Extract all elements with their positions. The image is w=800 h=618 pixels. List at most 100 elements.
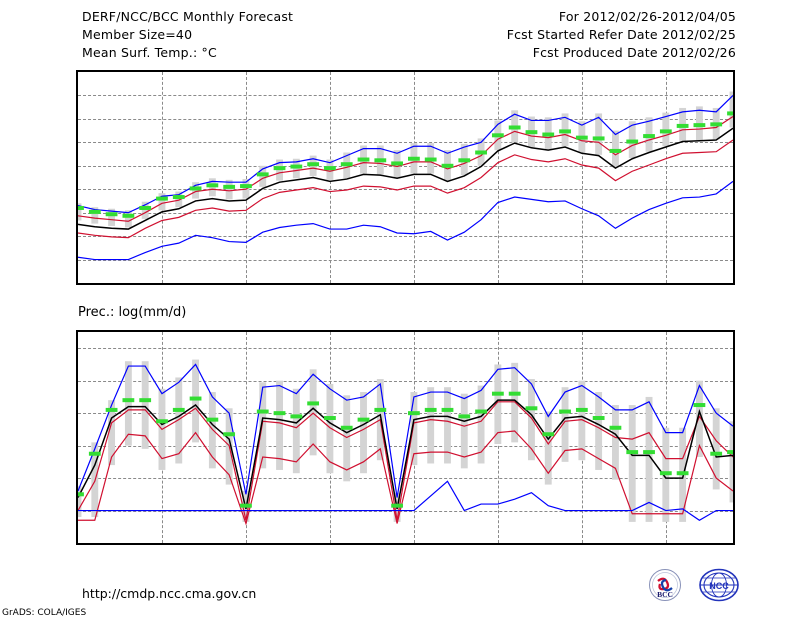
median-tick [88, 451, 101, 456]
median-tick [592, 136, 605, 141]
median-tick [693, 123, 706, 128]
box-bar [427, 387, 435, 464]
median-tick [424, 157, 437, 162]
median-tick [374, 407, 387, 412]
x-axis-tick-mark [699, 543, 700, 545]
x-axis-tick-mark [347, 283, 348, 285]
x-axis-tick-mark [431, 283, 432, 285]
median-tick [424, 407, 437, 412]
x-axis-tick-mark [464, 283, 465, 285]
median-group [78, 391, 733, 508]
x-axis-tick-mark [464, 543, 465, 545]
median-tick [659, 471, 672, 476]
x-axis-tick-mark [128, 283, 129, 285]
x-axis-tick-mark [347, 543, 348, 545]
median-tick [475, 409, 487, 414]
x-axis-tick-mark [380, 283, 381, 285]
x-axis-tick-mark [280, 543, 281, 545]
box-bar [192, 359, 200, 443]
x-axis-tick-mark [179, 543, 180, 545]
x-axis-tick-mark [414, 543, 415, 545]
box-bar [276, 380, 283, 470]
median-tick [223, 184, 236, 189]
footer-grads-credit: GrADS: COLA/IGES [2, 608, 87, 618]
box-bar [141, 201, 149, 219]
x-axis-tick-mark [212, 543, 213, 545]
box-bar [494, 364, 502, 444]
median-tick [122, 213, 135, 218]
median-tick [206, 183, 219, 188]
x-axis-tick-mark [447, 543, 448, 545]
median-tick [139, 398, 152, 403]
median-tick [710, 451, 723, 456]
series-overlay [78, 91, 733, 261]
median-tick [626, 139, 639, 144]
series-overlay [78, 359, 733, 526]
x-axis-tick-mark [229, 283, 230, 285]
x-axis-tick-mark [78, 543, 79, 545]
median-tick [659, 129, 672, 134]
header-title: DERF/NCC/BCC Monthly Forecast [82, 9, 294, 24]
median-tick [542, 132, 555, 137]
x-axis-tick-mark [162, 283, 163, 285]
median-tick [676, 123, 689, 128]
logos-svg: BCC NCC [649, 568, 739, 602]
x-axis-tick-mark [716, 283, 717, 285]
median-tick [391, 161, 403, 166]
median-tick [458, 414, 471, 419]
median-tick [156, 196, 168, 201]
series-line-q1 [78, 139, 733, 239]
x-axis-tick-mark [263, 543, 264, 545]
median-tick [391, 503, 403, 508]
series-line-min [78, 180, 733, 261]
median-tick [240, 503, 252, 508]
x-axis-tick-mark [95, 543, 96, 545]
box-bar [78, 486, 82, 518]
median-tick [676, 471, 689, 476]
x-axis-tick-mark [397, 543, 398, 545]
x-axis-tick-mark [733, 543, 734, 545]
x-axis-tick-mark [683, 543, 684, 545]
median-tick [508, 391, 521, 396]
svg-text:BCC: BCC [657, 590, 673, 599]
box-bar [124, 210, 132, 228]
median-tick [559, 129, 571, 134]
box-bar [326, 383, 334, 474]
series-line-q3 [78, 116, 733, 222]
box-bar [611, 405, 619, 480]
x-axis-tick-mark [599, 543, 600, 545]
x-axis-tick-mark [498, 543, 499, 545]
x-axis-tick-mark [397, 283, 398, 285]
box-bar [528, 379, 535, 461]
box-bar [695, 380, 703, 457]
y-axis-tick-mark [76, 283, 78, 284]
box-bar [544, 411, 552, 485]
x-axis-tick-mark [515, 543, 516, 545]
box-bar [595, 392, 603, 470]
median-tick [508, 125, 521, 130]
x-axis-tick-mark [414, 283, 415, 285]
median-tick [273, 411, 286, 416]
median-tick [88, 209, 101, 214]
x-axis-tick-mark [246, 543, 247, 545]
x-axis-tick-mark [632, 283, 633, 285]
x-axis-tick-mark [263, 283, 264, 285]
x-axis-tick-mark [531, 543, 532, 545]
x-axis-tick-mark [515, 283, 516, 285]
box-bar [108, 400, 116, 466]
x-axis-tick-mark [649, 543, 650, 545]
median-tick [105, 212, 118, 217]
x-axis-tick-mark [531, 283, 532, 285]
median-tick [475, 150, 487, 155]
x-axis-tick-mark [330, 283, 331, 285]
x-axis-tick-mark [179, 283, 180, 285]
median-tick [307, 401, 320, 406]
box-bar [595, 113, 603, 155]
box-bar [175, 377, 183, 464]
median-tick [172, 407, 185, 412]
box-bar [259, 382, 267, 469]
box-bar [343, 395, 351, 482]
x-axis-tick-mark [296, 283, 297, 285]
median-tick [727, 111, 733, 116]
footer-url[interactable]: http://cmdp.ncc.cma.gov.cn [82, 586, 257, 601]
